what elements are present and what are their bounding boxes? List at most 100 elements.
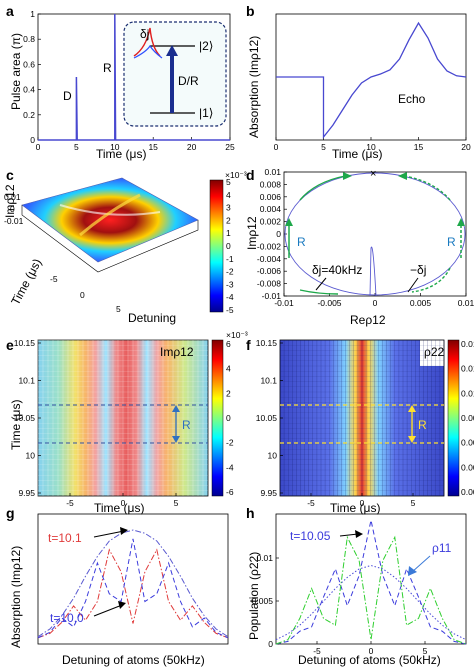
arrow-top-left [299, 175, 346, 201]
zlabel-c: Imρ12 [3, 184, 17, 218]
arrowhead-icon [398, 172, 407, 180]
label-echo: Echo [398, 92, 426, 106]
pointer-delta-right [407, 277, 419, 293]
ylabel-g: Absorption (Imρ12) [9, 546, 23, 648]
label-rho22-f: ρ22 [424, 345, 445, 359]
panel-label-g: g [6, 505, 15, 521]
colorbar-f-tick: 0.008 [461, 413, 474, 423]
pulse-series [38, 13, 230, 141]
ylabel-c: Time (μs) [8, 256, 44, 307]
tick-c-y1: 0 [10, 204, 15, 214]
label-delta: δj [140, 27, 149, 41]
d-y-tick-label: -0.006 [257, 266, 281, 276]
tick-group-f: 10.15 10.1 10.05 10 9.95 -5 0 5 [256, 338, 416, 508]
colorbar-ticks-f: 0.014 0.012 0.01 0.008 0.006 0.004 0.002 [461, 339, 474, 497]
pointer-t-h [339, 533, 359, 537]
xlabel-c: Detuning [128, 311, 176, 325]
a-y-tick-label: 0.8 [23, 34, 35, 44]
d-y-tick-label: 0.004 [260, 204, 282, 214]
f-y-tick-label: 10.15 [256, 338, 278, 348]
inhomogeneous-line-profile [133, 27, 161, 57]
label-r-e: R [182, 418, 191, 432]
arrowhead-icon [343, 172, 352, 180]
panel-label-a: a [6, 3, 14, 19]
xlabel-g: Detuning of atoms (50kHz) [62, 653, 205, 667]
series-g-line [37, 548, 229, 639]
d-x-tick-label: 0.01 [458, 298, 474, 308]
grid-e [37, 339, 208, 496]
arrow-bottom-left [299, 289, 339, 295]
panel-b: 0 5 10 15 20 Echo Time (μs) Absorption (Imρ1… [247, 13, 471, 161]
tick-group-a: 0 5 10 15 20 25 1 0.8 0.6 0.4 0.2 0 [23, 9, 235, 152]
panel-c: -5 0 5 0.01 0 -0.01 Imρ12 Time (μs) Detu… [3, 170, 247, 325]
f-y-tick-label: 10.1 [260, 376, 277, 386]
e-x-tick-label: 5 [174, 498, 179, 508]
arrowhead-icon [166, 45, 178, 56]
e-y-tick-label: 9.95 [18, 488, 35, 498]
label-d: D [63, 89, 72, 103]
panel-label-f: f [246, 337, 251, 353]
xlabel-d: Reρ12 [350, 313, 386, 327]
h-y-tick-label: 0.01 [256, 553, 273, 563]
a-y-tick-label: 0.6 [23, 59, 35, 69]
d-y-tick-label: 0.008 [260, 179, 282, 189]
label-delta-right: −δj [410, 263, 426, 277]
ylabel-a: Pulse area (π) [9, 33, 23, 110]
d-x-tick-label: 0 [373, 298, 378, 308]
f-y-tick-label: 9.95 [260, 488, 277, 498]
tick-group-e: 10.15 10.1 10.05 10 9.95 -5 0 5 [14, 338, 179, 508]
ylabel-d: Imρ12 [245, 216, 259, 250]
a-y-tick-label: 0 [30, 135, 35, 145]
label-rho11: ρ11 [432, 541, 452, 555]
panel-label-h: h [246, 505, 255, 521]
f-y-tick-label: 10 [268, 451, 278, 461]
heatmap-e [38, 340, 208, 496]
colorbar-c-tick: -1 [226, 254, 234, 264]
a-x-tick-label: 5 [74, 142, 79, 152]
ylabel-e: Time (μs) [9, 400, 23, 450]
colorbar-c-tick: -4 [226, 292, 234, 302]
label-r-right: R [447, 235, 456, 249]
arrowhead-icon [118, 601, 126, 609]
series-h-line [275, 535, 467, 645]
xlabel-e: Time (μs) [94, 501, 144, 515]
colorbar-c-tick: 1 [226, 228, 231, 238]
colorbar-f-tick: 0.004 [461, 462, 474, 472]
colorbar-c-tick: 5 [226, 177, 231, 187]
b-x-tick-label: 15 [414, 142, 424, 152]
panel-g: t=10.1 t=10.0 Detuning of atoms (50kHz) … [9, 513, 229, 667]
colorbar-ticks-c: 5 4 3 2 1 0 -1 -2 -3 -4 -5 [226, 177, 234, 315]
label-t-red: t=10.1 [48, 531, 82, 545]
grid-f [279, 339, 445, 497]
label-delta-left: δj=40kHz [312, 263, 362, 277]
panel-label-e: e [6, 337, 14, 353]
surface-box [21, 205, 199, 273]
plot-frame-g [37, 513, 229, 645]
b-x-tick-label: 10 [366, 142, 376, 152]
tick-c-y2: -0.01 [4, 216, 24, 226]
series-g-line [37, 538, 229, 639]
d-x-tick-label: -0.01 [274, 298, 294, 308]
arrowhead-icon [120, 527, 128, 535]
arrowhead-icon [355, 530, 363, 538]
d-y-tick-label: 0.01 [264, 167, 281, 177]
h-x-tick-label: 0 [369, 646, 374, 656]
label-t-blue: t=10.0 [50, 611, 84, 625]
e-y-tick-label: 10 [26, 451, 36, 461]
colorbar-f-tick: 0.012 [461, 364, 474, 374]
label-t-h: t=10.05 [290, 529, 331, 543]
series-h-line [275, 520, 467, 645]
pointer-t-blue [93, 604, 123, 617]
b-x-tick-label: 20 [461, 142, 471, 152]
level-diagram-box [123, 21, 227, 127]
e-x-tick-label: -5 [66, 498, 74, 508]
tick-group-h: -5 0 5 0.01 0.005 0 [252, 553, 428, 656]
d-y-tick-label: -0.002 [257, 241, 281, 251]
label-level2: |2⟩ [199, 39, 213, 53]
panel-e: R Imρ12 10.15 10.1 10.05 10 9.95 -5 0 5 Time (μ… [9, 330, 248, 515]
colorbar-scale-c: ×10⁻³ [225, 170, 247, 180]
series-h-line [275, 564, 467, 641]
colorbar-c-tick: 0 [226, 241, 231, 251]
shifted-line-profile [133, 44, 163, 59]
